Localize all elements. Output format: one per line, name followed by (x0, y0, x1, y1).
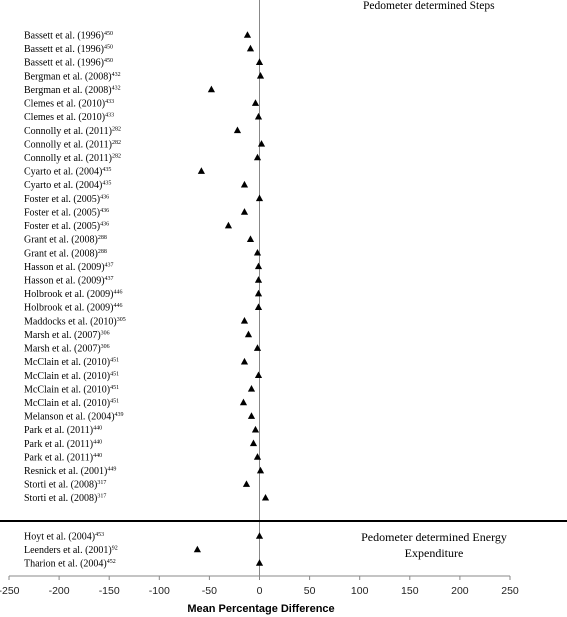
triangle-marker (247, 385, 256, 392)
triangle-marker (257, 140, 266, 147)
energy-section-title-line1: Pedometer determined Energy (361, 530, 507, 544)
energy-section-title-line2: Expenditure (405, 546, 464, 560)
study-label: Holbrook et al. (2009)446 (24, 289, 122, 300)
study-label: Melanson et al. (2004)439 (24, 412, 124, 423)
x-tick-label: -150 (99, 585, 120, 597)
x-tick-label: 200 (451, 585, 469, 597)
triangle-marker (251, 99, 260, 106)
triangle-marker (240, 180, 249, 188)
triangle-marker (253, 344, 262, 351)
study-label: Grant et al. (2008)288 (24, 235, 107, 246)
study-rows: Bassett et al. (1996)450 Bassett et al. (… (24, 31, 270, 570)
triangle-marker (253, 248, 262, 256)
triangle-marker (254, 289, 263, 297)
x-axis-ticks: -250 -200 -150 -100 -50 0 50 100 150 200 250 (0, 576, 519, 597)
steps-section-title: Pedometer determined Steps (363, 0, 495, 12)
triangle-marker (243, 31, 252, 38)
study-label: Cyarto et al. (2004)435 (24, 167, 111, 178)
x-tick-label: 250 (501, 585, 519, 597)
study-label: Park et al. (2011)440 (24, 452, 102, 463)
triangle-marker (240, 317, 249, 324)
triangle-marker (254, 112, 263, 120)
study-label: Park et al. (2011)440 (24, 439, 102, 450)
study-label: Clemes et al. (2010)433 (24, 112, 114, 123)
study-label: Leenders et al. (2001)92 (24, 545, 118, 556)
triangle-marker (256, 466, 265, 474)
x-tick-label: -50 (202, 585, 217, 597)
study-label: McClain et al. (2010)451 (24, 384, 119, 395)
triangle-marker (251, 425, 260, 433)
study-label: Connolly et al. (2011)282 (24, 126, 121, 137)
study-label: Hoyt et al. (2004)453 (24, 532, 104, 543)
triangle-marker (255, 559, 264, 566)
x-tick-label: 150 (401, 585, 419, 597)
triangle-marker (255, 58, 264, 66)
triangle-marker (239, 398, 248, 406)
study-label: Holbrook et al. (2009)446 (24, 303, 122, 314)
triangle-marker (254, 262, 263, 270)
study-label: Resnick et al. (2001)449 (24, 466, 116, 477)
x-tick-label: -250 (0, 585, 20, 597)
triangle-marker (253, 453, 262, 460)
study-label: Hasson et al. (2009)437 (24, 275, 114, 286)
study-label: Connolly et al. (2011)282 (24, 153, 121, 164)
triangle-marker (244, 330, 253, 338)
study-label: Tharion et al. (2004)452 (24, 559, 116, 570)
triangle-marker (246, 235, 255, 242)
study-label: Bassett et al. (1996)450 (24, 31, 113, 42)
study-label: Foster et al. (2005)436 (24, 194, 109, 205)
triangle-marker (240, 357, 249, 365)
triangle-marker (240, 208, 249, 215)
triangle-marker (247, 412, 256, 419)
x-tick-label: -100 (149, 585, 170, 597)
study-label: Storti et al. (2008)317 (24, 480, 106, 491)
triangle-marker (253, 153, 262, 161)
triangle-marker (233, 126, 242, 134)
triangle-marker (246, 44, 255, 52)
triangle-marker (255, 194, 264, 202)
triangle-marker (224, 221, 233, 229)
study-label: Foster et al. (2005)436 (24, 207, 109, 218)
study-label: Bergman et al. (2008)432 (24, 71, 121, 82)
triangle-marker (254, 371, 263, 379)
study-label: Maddocks et al. (2010)305 (24, 316, 126, 327)
study-label: Marsh et al. (2007)306 (24, 344, 110, 355)
study-label: Park et al. (2011)440 (24, 425, 102, 436)
study-label: Clemes et al. (2010)433 (24, 99, 114, 110)
triangle-marker (197, 167, 205, 174)
triangle-marker (255, 532, 264, 539)
study-label: McClain et al. (2010)451 (24, 398, 119, 409)
triangle-marker (254, 303, 263, 310)
triangle-marker (207, 85, 216, 93)
study-label: McClain et al. (2010)451 (24, 371, 119, 382)
study-label: Bassett et al. (1996)450 (24, 44, 113, 55)
study-label: McClain et al. (2010)451 (24, 357, 119, 368)
triangle-marker (256, 72, 265, 79)
x-axis-title: Mean Percentage Difference (187, 603, 334, 615)
triangle-marker (193, 545, 201, 553)
x-tick-label: 50 (304, 585, 316, 597)
triangle-marker (254, 276, 263, 283)
study-label: Grant et al. (2008)288 (24, 248, 107, 259)
x-tick-label: -200 (49, 585, 70, 597)
study-label: Storti et al. (2008)317 (24, 493, 106, 504)
study-label: Connolly et al. (2011)282 (24, 139, 121, 150)
study-label: Bergman et al. (2008)432 (24, 85, 121, 96)
x-tick-label: 100 (351, 585, 369, 597)
x-tick-label: 0 (257, 585, 263, 597)
study-label: Foster et al. (2005)436 (24, 221, 109, 232)
study-label: Marsh et al. (2007)306 (24, 330, 110, 341)
triangle-marker (249, 439, 258, 447)
triangle-marker (242, 480, 251, 487)
triangle-marker (261, 493, 270, 501)
study-label: Bassett et al. (1996)450 (24, 58, 113, 69)
study-label: Cyarto et al. (2004)435 (24, 180, 111, 191)
study-label: Hasson et al. (2009)437 (24, 262, 114, 273)
